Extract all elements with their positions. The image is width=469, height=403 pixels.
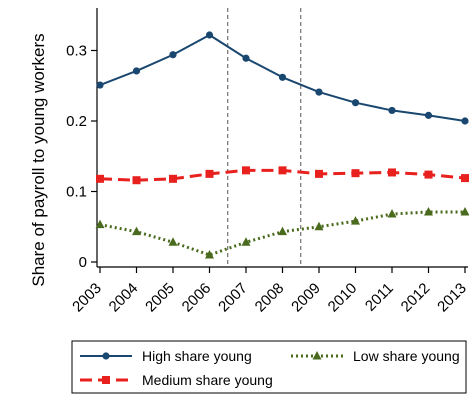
x-tick-label: 2008 — [252, 280, 288, 316]
x-tick-label: 2011 — [362, 280, 397, 315]
data-point-high-share-young — [352, 99, 359, 106]
x-tick-label: 2006 — [179, 280, 215, 316]
data-point-high-share-young — [279, 74, 286, 81]
legend-marker-medium-share-young — [102, 376, 110, 384]
legend-label-low-share-young: Low share young — [353, 348, 460, 364]
y-tick-label: 0.2 — [66, 113, 87, 130]
x-tick-label: 2013 — [434, 280, 469, 316]
data-point-medium-share-young — [206, 170, 214, 178]
legend-label-medium-share-young: Medium share young — [142, 372, 273, 388]
data-point-high-share-young — [388, 107, 395, 114]
data-point-high-share-young — [169, 51, 176, 58]
x-tick-label: 2004 — [106, 280, 142, 316]
data-point-high-share-young — [461, 117, 468, 124]
data-point-medium-share-young — [169, 175, 177, 183]
data-point-high-share-young — [206, 31, 213, 38]
x-tick-label: 2007 — [215, 280, 251, 316]
data-point-high-share-young — [96, 81, 103, 88]
data-point-low-share-young — [278, 227, 287, 236]
data-point-medium-share-young — [242, 166, 250, 174]
y-tick-label: 0.1 — [66, 184, 87, 201]
data-point-medium-share-young — [388, 168, 396, 176]
x-tick-label: 2012 — [398, 280, 434, 316]
x-tick-label: 2009 — [288, 280, 324, 316]
data-point-medium-share-young — [96, 175, 104, 183]
data-point-medium-share-young — [461, 174, 469, 182]
data-point-high-share-young — [425, 112, 432, 119]
data-point-medium-share-young — [315, 170, 323, 178]
data-point-high-share-young — [133, 67, 140, 74]
data-point-medium-share-young — [133, 176, 141, 184]
x-tick-label: 2005 — [142, 280, 178, 316]
data-point-high-share-young — [315, 88, 322, 95]
y-tick-label: 0.3 — [66, 43, 87, 60]
x-tick-label: 2010 — [325, 280, 361, 316]
legend-marker-high-share-young — [102, 352, 109, 359]
y-tick-label: 0 — [79, 254, 87, 271]
legend-label-high-share-young: High share young — [142, 348, 252, 364]
data-point-high-share-young — [242, 55, 249, 62]
data-point-medium-share-young — [425, 171, 433, 179]
y-axis-title: Share of payroll to young workers — [29, 33, 48, 286]
x-tick-label: 2003 — [69, 280, 105, 316]
data-point-medium-share-young — [352, 169, 360, 177]
data-point-low-share-young — [132, 227, 141, 236]
data-point-low-share-young — [388, 209, 397, 218]
data-point-medium-share-young — [279, 166, 287, 174]
